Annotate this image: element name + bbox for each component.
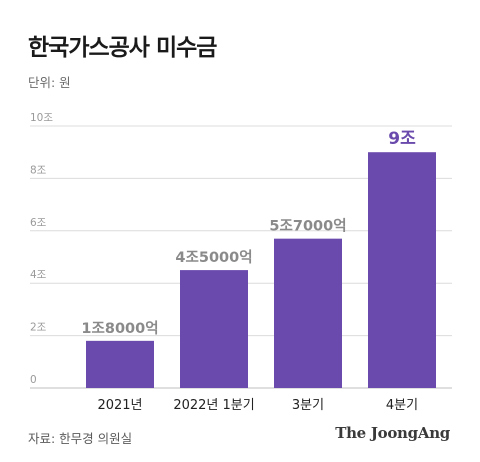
bar-value-label: 5조7000억 [269, 217, 346, 235]
y-tick-label: 8조 [30, 164, 47, 176]
y-tick-label: 4조 [30, 269, 47, 281]
chart-title: 한국가스공사 미수금 [28, 35, 217, 61]
source-note: 자료: 한무경 의원실 [28, 431, 133, 446]
bar [274, 238, 342, 388]
bar [368, 152, 436, 388]
x-tick-label: 3분기 [292, 398, 324, 413]
bar-value-label: 4조5000억 [175, 248, 252, 266]
y-tick-label: 6조 [30, 217, 47, 229]
x-tick-label: 4분기 [386, 398, 418, 413]
bar [180, 270, 248, 388]
bar-value-label: 9조 [388, 129, 416, 149]
bar-value-label: 1조8000억 [81, 319, 158, 337]
bar [86, 340, 154, 388]
y-tick-label: 0 [30, 374, 37, 386]
unit-label: 단위: 원 [28, 75, 71, 90]
x-tick-label: 2022년 1분기 [173, 398, 254, 413]
x-tick-label: 2021년 [97, 398, 142, 413]
y-tick-label: 2조 [30, 322, 47, 334]
y-tick-label: 10조 [30, 112, 53, 124]
brand-logo: The JoongAng [335, 424, 450, 442]
